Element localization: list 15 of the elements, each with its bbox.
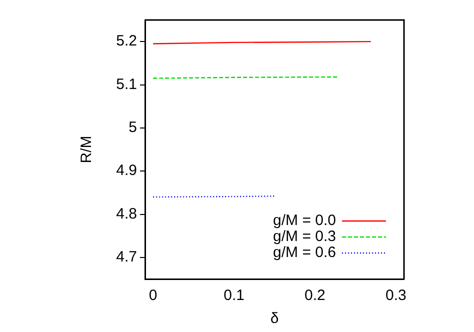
y-tick-label: 5 [128,119,137,136]
legend-label: g/M = 0.6 [273,244,336,262]
x-tick-label: 0.1 [224,287,244,304]
legend-label: g/M = 0.3 [273,228,336,246]
y-tick-label: 4.7 [116,248,137,266]
x-tick-label: 0.2 [304,287,326,304]
x-tick-label: 0.3 [385,287,406,304]
y-tick-label: 5.1 [116,76,137,93]
y-tick-label: 5.2 [116,32,137,50]
x-tick-label: 0 [148,287,158,304]
x-axis-title: δ [270,310,279,328]
y-tick-label: 4.8 [116,205,137,222]
y-axis-title: R/M [78,136,96,164]
y-tick-label: 4.9 [116,162,137,180]
legend-label: g/M = 0.0 [273,212,336,230]
